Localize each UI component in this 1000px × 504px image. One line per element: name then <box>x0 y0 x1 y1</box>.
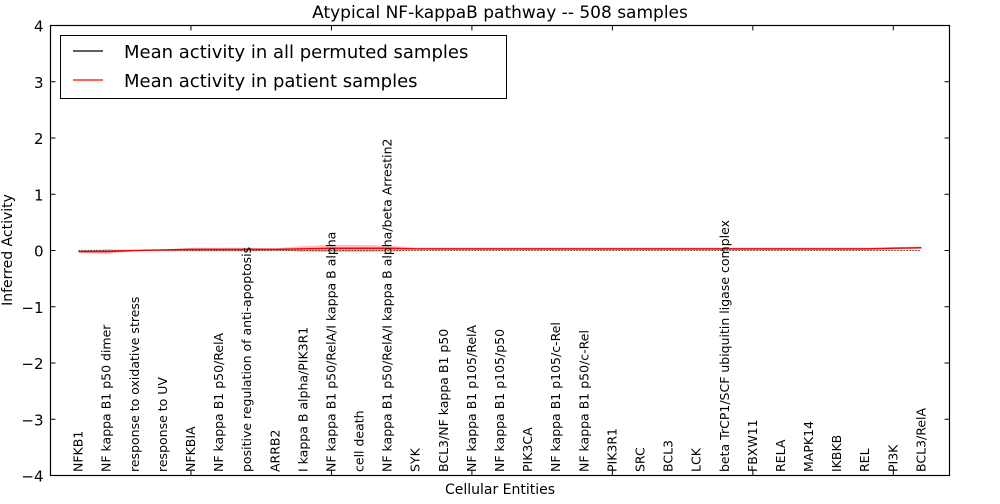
category-label: SYK <box>408 447 423 472</box>
category-labels: NFKB1 NF kappa B1 p50 dimer response to ox… <box>71 139 929 473</box>
category-label: cell death <box>352 410 367 472</box>
y-tick-label: 3 <box>34 74 44 92</box>
legend: Mean activity in all permuted samples Me… <box>61 36 507 99</box>
category-label: BCL3/RelA <box>913 408 928 472</box>
y-axis-label: Inferred Activity <box>0 194 16 306</box>
category-label: PIK3R1 <box>604 428 619 472</box>
category-label: response to UV <box>155 377 170 472</box>
y-tick-label: 0 <box>34 243 44 261</box>
category-label: NFKBIA <box>183 426 198 472</box>
y-tick-label: −4 <box>21 468 43 486</box>
category-label: response to oxidative stress <box>127 297 142 472</box>
category-label: SRC <box>632 447 647 472</box>
category-label: NF kappa B1 p50/RelA/I kappa B alpha <box>323 232 338 472</box>
x-axis-label: Cellular Entities <box>445 482 555 498</box>
category-label: NF kappa B1 p105/p50 <box>492 329 507 472</box>
y-tick-label: 4 <box>34 18 44 36</box>
category-label: NF kappa B1 p50/RelA <box>211 332 226 472</box>
category-label: positive regulation of anti-apoptosis <box>239 247 254 472</box>
category-label: NF kappa B1 p50/RelA/I kappa B alpha/bet… <box>380 139 395 473</box>
category-label: NF kappa B1 p50 dimer <box>99 324 114 472</box>
category-label: PIK3CA <box>520 427 535 472</box>
legend-label-permuted: Mean activity in all permuted samples <box>124 42 468 63</box>
category-label: FBXW11 <box>745 419 760 472</box>
category-label: NF kappa B1 p105/c-Rel <box>548 322 563 472</box>
category-label: NFKB1 <box>71 431 86 472</box>
category-label: IKBKB <box>829 435 844 472</box>
category-label: MAPK14 <box>801 421 816 472</box>
category-label: NF kappa B1 p50/c-Rel <box>576 330 591 472</box>
category-label: PI3K <box>885 444 900 472</box>
category-label: BCL3 <box>661 440 676 472</box>
y-tick-label: 2 <box>34 130 44 148</box>
category-label: beta TrCP1/SCF ubiquitin ligase complex <box>717 220 732 472</box>
category-label: REL <box>857 448 872 472</box>
y-tick-label: −2 <box>21 355 43 373</box>
y-tick-label: 1 <box>34 186 44 204</box>
category-label: I kappa B alpha/PIK3R1 <box>295 327 310 472</box>
category-label: RELA <box>773 439 788 472</box>
legend-label-patient: Mean activity in patient samples <box>124 71 418 92</box>
category-label: LCK <box>689 447 704 472</box>
category-label: BCL3/NF kappa B1 p50 <box>436 329 451 472</box>
category-label: NF kappa B1 p105/RelA <box>464 325 479 472</box>
y-tick-label: −3 <box>21 411 43 429</box>
y-tick-label: −1 <box>21 299 43 317</box>
chart-title: Atypical NF-kappaB pathway -- 508 sample… <box>312 3 688 23</box>
category-label: ARRB2 <box>267 430 282 472</box>
